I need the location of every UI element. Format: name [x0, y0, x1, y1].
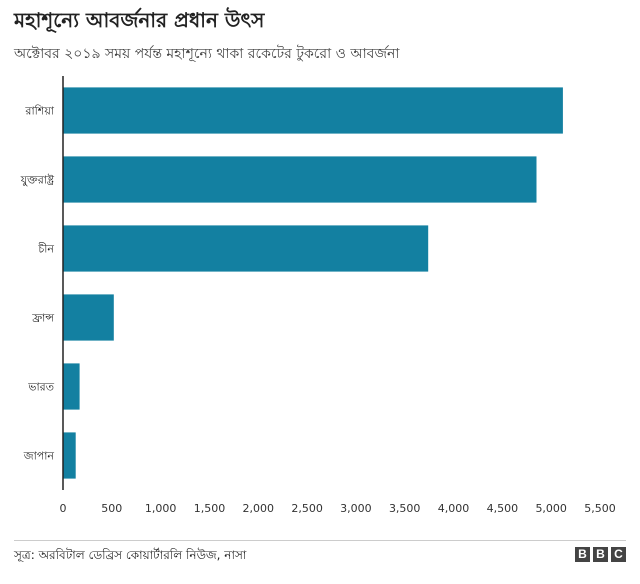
bar [63, 156, 537, 203]
bar [63, 225, 429, 272]
x-tick-label: 2,500 [291, 502, 323, 515]
x-tick-label: 3,500 [389, 502, 421, 515]
footer-divider [14, 540, 626, 541]
category-label: ফ্রান্স [31, 312, 54, 325]
x-tick-label: 4,000 [438, 502, 470, 515]
x-tick-label: 5,500 [584, 502, 616, 515]
category-label: যুক্তরাষ্ট্র [20, 174, 55, 187]
bar [63, 87, 563, 134]
bbc-logo-letter: C [611, 547, 626, 562]
bbc-logo-letter: B [593, 547, 608, 562]
chart-subtitle: অক্টোবর ২০১৯ সময় পর্যন্ত মহাশূন্যে থাকা… [14, 46, 400, 62]
x-tick-label: 0 [60, 502, 67, 515]
x-tick-label: 500 [101, 502, 122, 515]
bbc-logo: B B C [575, 547, 626, 562]
bbc-logo-letter: B [575, 547, 590, 562]
chart-title: মহাশূন্যে আবর্জনার প্রধান উৎস [14, 8, 265, 32]
x-tick-label: 5,000 [535, 502, 567, 515]
bar [63, 432, 76, 479]
source-note: সূত্র: অরবিটাল ডেব্রিস কোয়ার্টারলি নিউজ… [14, 548, 247, 562]
x-tick-label: 1,000 [145, 502, 177, 515]
x-tick-label: 3,000 [340, 502, 372, 515]
bar [63, 294, 114, 341]
category-label: রাশিয়া [24, 105, 54, 118]
x-tick-label: 4,500 [487, 502, 519, 515]
x-tick-label: 1,500 [194, 502, 226, 515]
category-label: চীন [37, 243, 54, 256]
category-label: ভারত [27, 381, 54, 394]
x-tick-label: 2,000 [243, 502, 275, 515]
bar-chart: রাশিয়া যুক্তরাষ্ট্র চীন ফ্রান্স ভারত জাপান 0 5… [20, 76, 616, 515]
bar [63, 363, 80, 410]
category-label: জাপান [23, 450, 55, 463]
